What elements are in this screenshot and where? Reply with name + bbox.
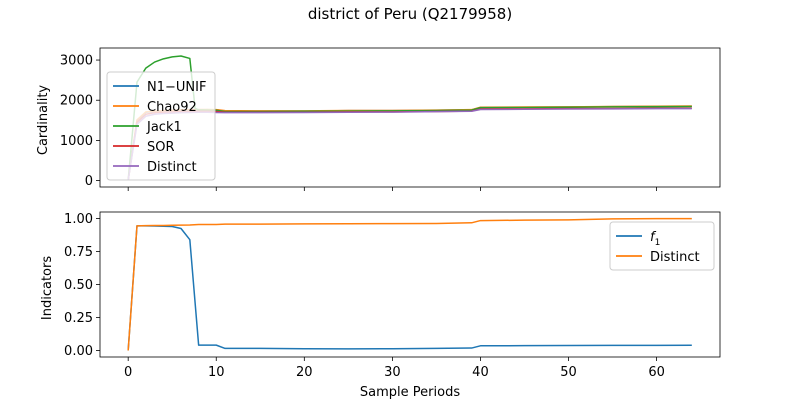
y-tick-label-0-25: 0.25: [64, 311, 93, 326]
legend-box: [106, 71, 216, 181]
series-lines: [127, 217, 692, 351]
legend: N1−UNIF Chao92 Jack1 SOR Distinct: [106, 71, 216, 181]
x-tick-label-60: 60: [648, 365, 665, 380]
x-axis-label: Sample Periods: [360, 385, 460, 400]
y-tick-label-1000: 1000: [60, 134, 93, 149]
x-tick-label-20: 20: [296, 365, 313, 380]
y-tick-label-1-00: 1.00: [64, 212, 93, 227]
legend: f1 Distinct: [609, 221, 715, 271]
x-tick-label-10: 10: [208, 365, 225, 380]
x-tick-label-40: 40: [472, 365, 489, 380]
indicators-y-axis-label: Indicators: [40, 256, 55, 320]
legend-label-subscript: 1: [655, 238, 661, 248]
y-tick-label-0: 0: [85, 174, 93, 189]
y-tick-label-2000: 2000: [60, 94, 93, 109]
legend-box: [609, 221, 715, 271]
plot-frame: [99, 47, 721, 188]
cardinality-panel: 0 1000 2000 3000 N1−UNIF Chao92 Jack1 SOR Distin…: [60, 47, 721, 191]
x-tick-label-0: 0: [124, 365, 132, 380]
chart-title: district of Peru (Q2179958): [308, 5, 512, 23]
legend-label-distinct: Distinct: [650, 250, 700, 265]
indicators-panel: 0 10 20 30 40 50 60 0.00 0.25 0.50 0.75 1.00 f1 Disti…: [64, 211, 721, 380]
legend-label-n1-unif: N1−UNIF: [147, 80, 206, 95]
y-tick-label-0-75: 0.75: [64, 245, 93, 260]
legend-label-chao92: Chao92: [147, 100, 197, 115]
cardinality-y-axis-label: Cardinality: [36, 85, 51, 156]
legend-label-jack1: Jack1: [146, 120, 182, 135]
series-line-distinct: [127, 217, 692, 351]
x-tick-label-30: 30: [384, 365, 401, 380]
y-tick-label-0-00: 0.00: [64, 344, 93, 359]
legend-label-f1: f1: [650, 230, 660, 248]
legend-label-sor: SOR: [147, 140, 175, 155]
legend-label-distinct: Distinct: [147, 160, 197, 175]
x-tick-label-50: 50: [560, 365, 577, 380]
y-tick-label-0-50: 0.50: [64, 278, 93, 293]
series-line-jack1: [127, 55, 692, 181]
legend-label-main: f: [650, 230, 657, 245]
y-tick-label-3000: 3000: [60, 54, 93, 69]
